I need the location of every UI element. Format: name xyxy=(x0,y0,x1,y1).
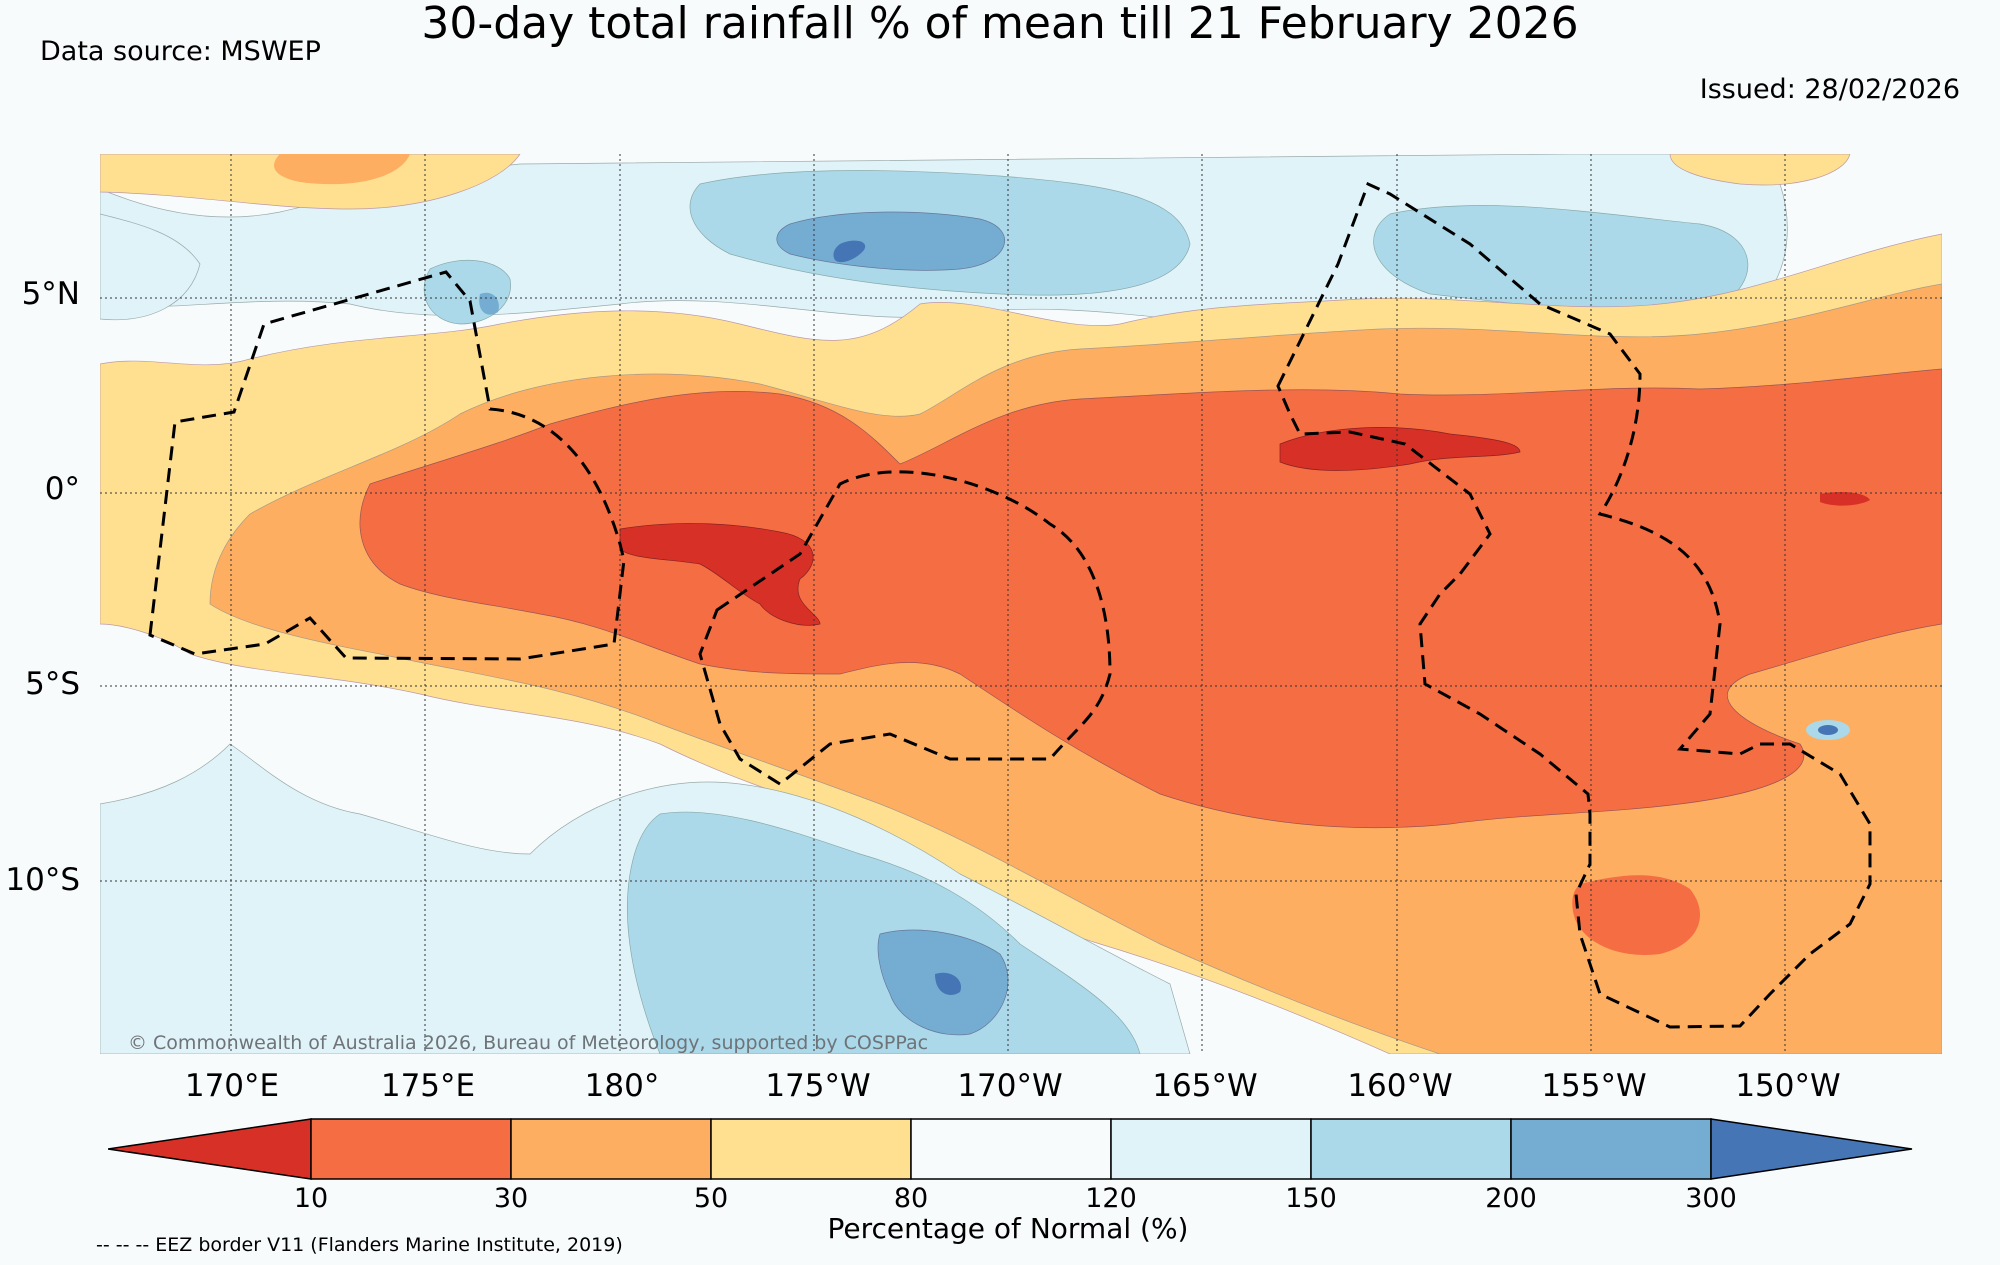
colorbar-segment-80-120 xyxy=(910,1118,1112,1180)
cbar-tick-30: 30 xyxy=(493,1183,529,1214)
eez-border-3 xyxy=(1276,181,1872,1029)
eez-border-2 xyxy=(698,470,1112,786)
colorbar-segment-120-150 xyxy=(1110,1118,1312,1180)
eez-note: -- -- -- EEZ border V11 (Flanders Marine… xyxy=(96,1234,623,1256)
issued-date: Issued: 28/02/2026 xyxy=(1699,74,1960,105)
lon-label-165w: 165°W xyxy=(1152,1068,1258,1104)
colorbar xyxy=(108,1118,1913,1180)
lon-label-180: 180° xyxy=(584,1068,660,1104)
copyright-notice: © Commonwealth of Australia 2026, Bureau… xyxy=(128,1032,929,1054)
colorbar-segment-150-200 xyxy=(1310,1118,1512,1180)
cbar-tick-10: 10 xyxy=(293,1183,329,1214)
lon-label-170e: 170°E xyxy=(184,1068,280,1104)
colorbar-extend-high xyxy=(1710,1118,1913,1180)
lon-label-155w: 155°W xyxy=(1541,1068,1647,1104)
colorbar-segment-30-50 xyxy=(510,1118,712,1180)
cbar-tick-150: 150 xyxy=(1285,1183,1337,1214)
lat-label-5n: 5°N xyxy=(21,276,80,312)
data-source-label: Data source: MSWEP xyxy=(40,36,321,67)
colorbar-label: Percentage of Normal (%) xyxy=(827,1212,1189,1245)
very-dry-core-3 xyxy=(1820,492,1870,506)
lon-label-150w: 150°W xyxy=(1735,1068,1841,1104)
lon-label-175e: 175°E xyxy=(380,1068,476,1104)
very-dry-core-2 xyxy=(619,523,821,626)
wet-region-north-6 xyxy=(479,292,499,315)
map-title: 30-day total rainfall % of mean till 21 … xyxy=(421,0,1579,49)
rainfall-map xyxy=(100,154,1942,1054)
dry-strip-top-right xyxy=(1669,154,1851,186)
very-dry-core-1 xyxy=(1279,427,1521,471)
dry-region-south-patch xyxy=(1572,875,1700,955)
wet-region-north-7 xyxy=(833,240,866,263)
wet-spot-core xyxy=(1818,725,1838,735)
lat-label-10s: 10°S xyxy=(5,862,80,898)
colorbar-extend-low xyxy=(108,1118,312,1180)
cbar-tick-50: 50 xyxy=(693,1183,729,1214)
dry-region-band-30 xyxy=(359,368,1942,829)
graticule xyxy=(100,154,1942,1054)
eez-border-1 xyxy=(148,270,626,661)
cbar-tick-120: 120 xyxy=(1085,1183,1137,1214)
dry-strip-top-mid xyxy=(274,154,410,185)
wet-region-south-4 xyxy=(935,972,961,995)
lon-label-170w: 170°W xyxy=(957,1068,1063,1104)
colorbar-segment-200-300 xyxy=(1510,1118,1712,1180)
lat-label-5s: 5°S xyxy=(25,666,80,702)
cbar-tick-300: 300 xyxy=(1685,1183,1737,1214)
lon-label-175w: 175°W xyxy=(765,1068,871,1104)
cbar-tick-80: 80 xyxy=(893,1183,929,1214)
colorbar-segment-50-80 xyxy=(710,1118,912,1180)
eez-borders xyxy=(148,181,1872,1029)
lon-label-160w: 160°W xyxy=(1347,1068,1453,1104)
wet-region-west xyxy=(100,213,201,321)
lat-label-0: 0° xyxy=(44,471,80,507)
cbar-tick-200: 200 xyxy=(1485,1183,1537,1214)
colorbar-segment-10-30 xyxy=(310,1118,512,1180)
